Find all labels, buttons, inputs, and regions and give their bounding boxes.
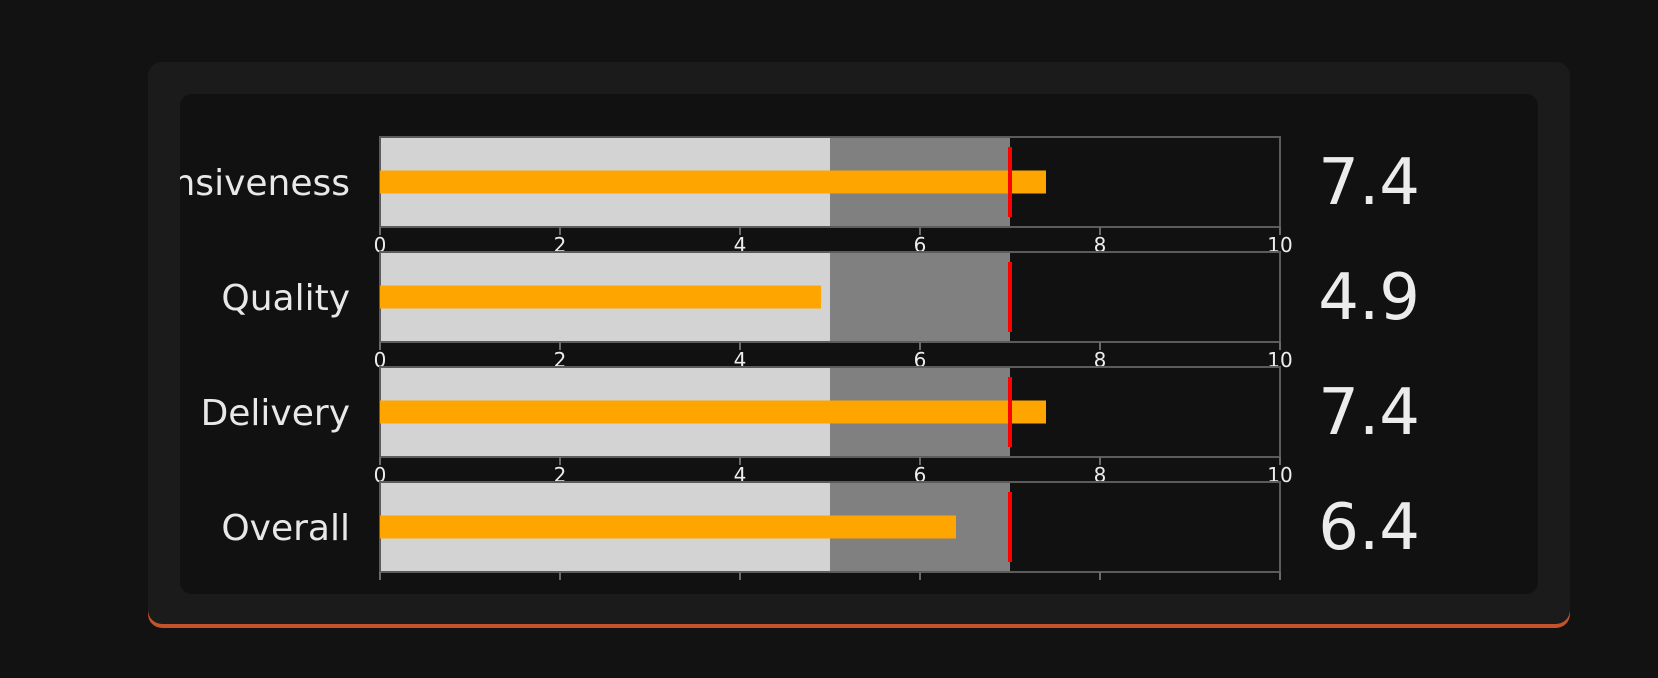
- range-band-responsiveness-3: [1010, 137, 1280, 227]
- value-readout-quality: 4.9: [1318, 261, 1420, 335]
- range-band-delivery-3: [1010, 367, 1280, 457]
- bullet-chart: 0246810Responsiveness7.40246810Quality4.…: [180, 136, 1420, 580]
- range-band-overall-3: [1010, 482, 1280, 572]
- row-label-delivery: Delivery: [201, 393, 350, 434]
- value-bar-responsiveness: [380, 170, 1046, 194]
- value-readout-responsiveness: 7.4: [1318, 146, 1420, 220]
- row-label-responsiveness: Responsiveness: [180, 163, 350, 204]
- chart-area: 0246810Responsiveness7.40246810Quality4.…: [180, 94, 1538, 594]
- value-bar-overall: [380, 515, 956, 539]
- value-readout-delivery: 7.4: [1318, 376, 1420, 450]
- value-bar-delivery: [380, 400, 1046, 424]
- range-band-quality-3: [1010, 252, 1280, 342]
- row-label-overall: Overall: [221, 508, 350, 549]
- row-label-quality: Quality: [221, 278, 350, 319]
- dashboard-panel: 0246810Responsiveness7.40246810Quality4.…: [148, 62, 1570, 624]
- value-bar-quality: [380, 285, 821, 309]
- range-band-quality-2: [830, 252, 1010, 342]
- value-readout-overall: 6.4: [1318, 491, 1420, 565]
